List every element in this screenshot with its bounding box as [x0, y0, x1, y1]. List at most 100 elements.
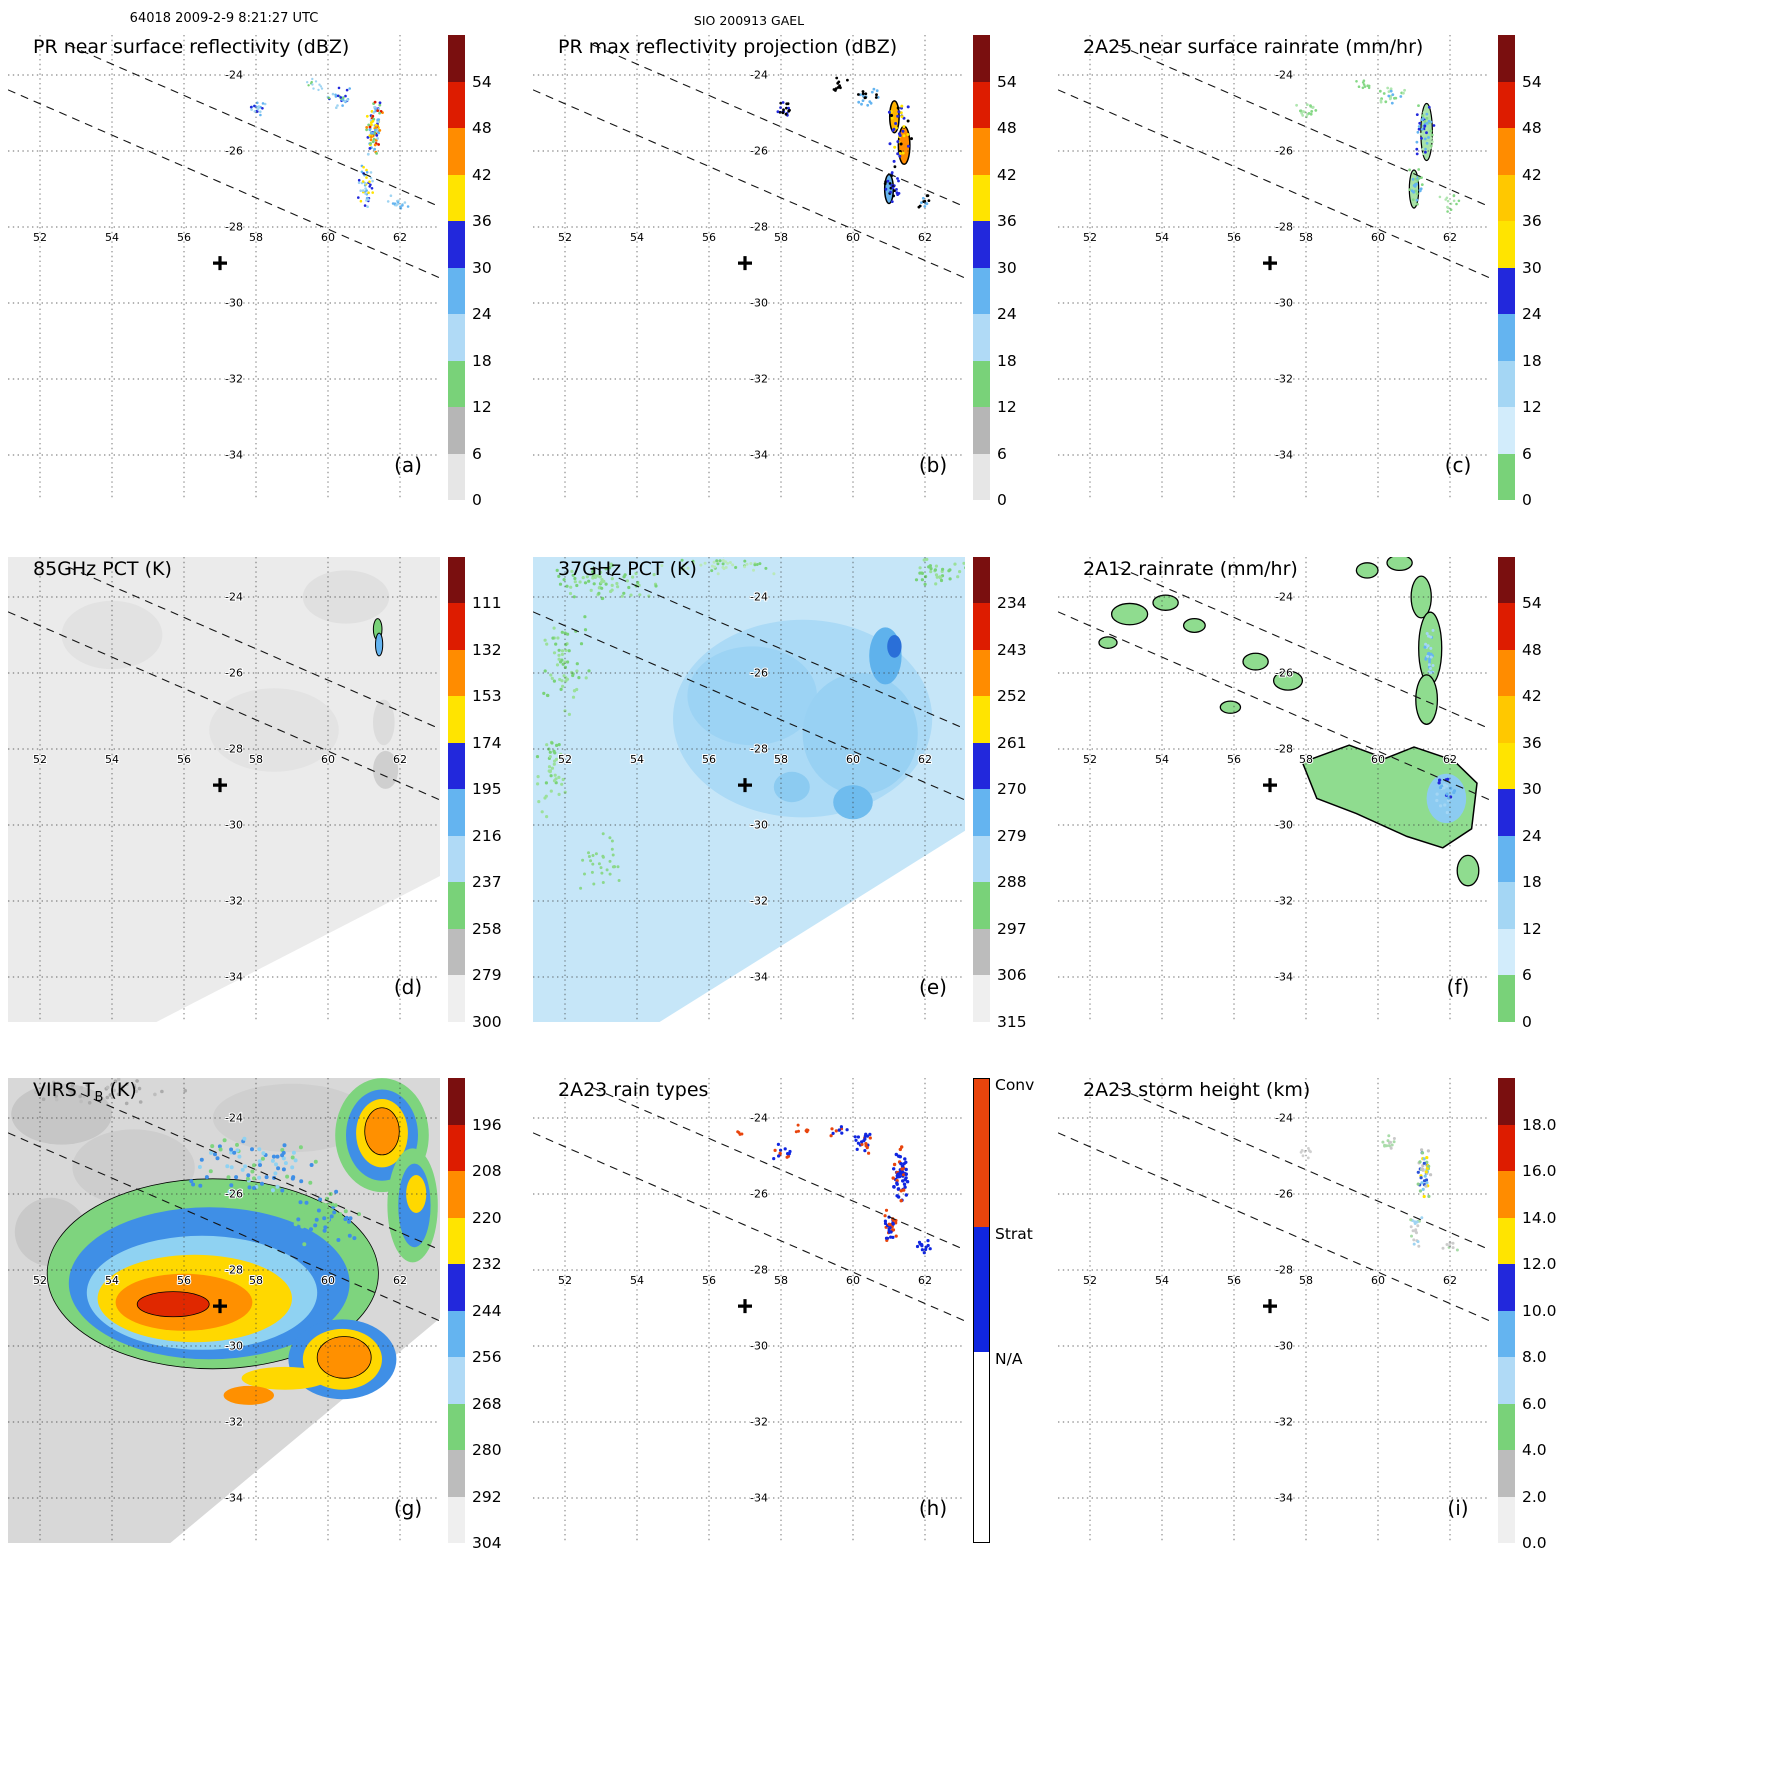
panel-a: 52 54 56 58 60 62 -24 -26 -28 -30 -32 -34 (a) PR near…	[8, 35, 533, 540]
colorbar-b	[973, 35, 990, 500]
colorbar-tick: 279	[997, 826, 1027, 845]
lat-label: -34	[225, 970, 243, 983]
colorbar-tick: 232	[472, 1255, 502, 1273]
colorbar-tick: 48	[997, 119, 1017, 137]
lat-label: -34	[750, 1492, 768, 1505]
swath-edge-line	[8, 89, 440, 279]
swath-edge-line	[1117, 44, 1490, 208]
lon-label: 58	[249, 753, 263, 766]
colorbar-segment	[973, 742, 990, 789]
colorbar-segment	[448, 1124, 465, 1171]
colorbar-segment	[448, 453, 465, 500]
grid-layer	[533, 35, 965, 500]
lat-label: -30	[1275, 297, 1293, 310]
lat-label: -34	[750, 970, 768, 983]
map-canvas-a: 52 54 56 58 60 62 -24 -26 -28 -30 -32 -34 (a)	[8, 35, 440, 500]
colorbar-d	[448, 556, 465, 1022]
lon-label: 58	[1299, 1274, 1313, 1287]
panel-title-text: 2A25 near surface rainrate (mm/hr)	[1083, 36, 1424, 58]
colorbar-tick: 54	[997, 72, 1017, 91]
panel-title-text: PR max reflectivity projection (dBZ)	[558, 36, 898, 58]
lon-label: 52	[558, 231, 572, 244]
lat-label: -28	[750, 221, 768, 234]
colorbar-segment	[973, 407, 990, 454]
panel-title-text: 2A12 rainrate (mm/hr)	[1083, 557, 1298, 580]
map-data-layer	[249, 77, 410, 210]
lon-label: 54	[1155, 753, 1169, 766]
colorbar-segment	[1498, 649, 1515, 696]
panel-title-subscript: B	[94, 1089, 104, 1105]
colorbar-segment	[974, 1227, 989, 1353]
lon-label: 56	[177, 753, 191, 766]
colorbar-tick: 315	[997, 1012, 1027, 1031]
colorbar-tick: 111	[472, 594, 502, 612]
lon-label: 56	[702, 231, 716, 244]
lon-label: 62	[393, 753, 407, 766]
panel-title: PR max reflectivity projection (dBZ)	[558, 36, 897, 58]
lat-label: -28	[1275, 742, 1293, 755]
colorbar-segment	[1498, 975, 1515, 1022]
lon-label: 54	[1155, 1274, 1169, 1287]
grid-layer	[8, 35, 440, 500]
lon-label: 56	[1227, 1274, 1241, 1287]
lon-label: 60	[846, 753, 860, 766]
colorbar-segment	[1498, 221, 1515, 268]
lat-label: -30	[750, 818, 768, 831]
lat-label: -26	[1275, 145, 1293, 158]
colorbar-tick: 14.0	[1522, 1208, 1557, 1227]
colorbar-tick: 24	[997, 305, 1017, 323]
swath-edge-line	[592, 44, 965, 208]
colorbar-tick: 42	[997, 165, 1017, 184]
colorbar-segment	[448, 928, 465, 975]
colorbar-category-label: Conv	[995, 1076, 1035, 1094]
lon-label: 62	[393, 1274, 407, 1287]
map-data-layer	[1299, 1134, 1459, 1252]
lon-label: 52	[33, 231, 47, 244]
lon-label: 54	[105, 231, 119, 244]
lon-label: 62	[1443, 231, 1457, 244]
lat-label: -32	[1275, 1416, 1293, 1429]
colorbar-segment	[448, 975, 465, 1022]
panel-title: 2A23 storm height (km)	[1083, 1079, 1310, 1101]
lon-label: 54	[630, 753, 644, 766]
colorbar-tick: 268	[472, 1394, 502, 1413]
colorbar-segment	[1498, 1450, 1515, 1497]
colorbar-tick: 48	[472, 119, 492, 137]
colorbar-segment	[1498, 174, 1515, 221]
panel-title-text: VIRS T	[33, 1079, 95, 1101]
colorbar-segment	[1498, 1217, 1515, 1264]
colorbar-tick: 300	[472, 1012, 502, 1031]
storm-center-marker	[738, 777, 752, 792]
lat-label: -26	[1275, 1188, 1293, 1201]
colorbar-segment	[448, 882, 465, 929]
lon-label: 54	[105, 753, 119, 766]
lat-label: -24	[1275, 1112, 1293, 1125]
colorbar-segment	[973, 603, 990, 650]
storm-center-marker	[213, 777, 227, 792]
colorbar-tick: 244	[472, 1301, 502, 1320]
colorbar-segment	[1498, 696, 1515, 743]
lat-label: -26	[225, 145, 243, 158]
colorbar-segment	[1498, 928, 1515, 975]
colorbar-tick: 30	[1522, 780, 1542, 798]
colorbar-tick: 36	[1522, 212, 1542, 230]
lat-label: -24	[750, 590, 768, 603]
colorbar-tick: 24	[1522, 826, 1542, 845]
lon-label: 60	[321, 231, 335, 244]
lat-label: -34	[1275, 970, 1293, 983]
colorbar-segment	[448, 1357, 465, 1404]
lat-label: -24	[750, 69, 768, 82]
panel-letter: (c)	[1445, 453, 1472, 477]
swath-edge-line	[592, 565, 965, 729]
lat-label: -24	[1275, 69, 1293, 82]
colorbar-tick: 12.0	[1522, 1255, 1557, 1273]
swath-edge-line	[533, 1132, 965, 1322]
grid-layer	[8, 556, 440, 1022]
panel-title-text: 85GHz PCT (K)	[33, 557, 172, 580]
colorbar-segment	[448, 1496, 465, 1543]
colorbar-segment	[973, 453, 990, 500]
lon-label: 58	[1299, 753, 1313, 766]
lat-label: -30	[225, 1340, 243, 1353]
grid-layer	[533, 1078, 965, 1543]
lon-label: 52	[1083, 753, 1097, 766]
